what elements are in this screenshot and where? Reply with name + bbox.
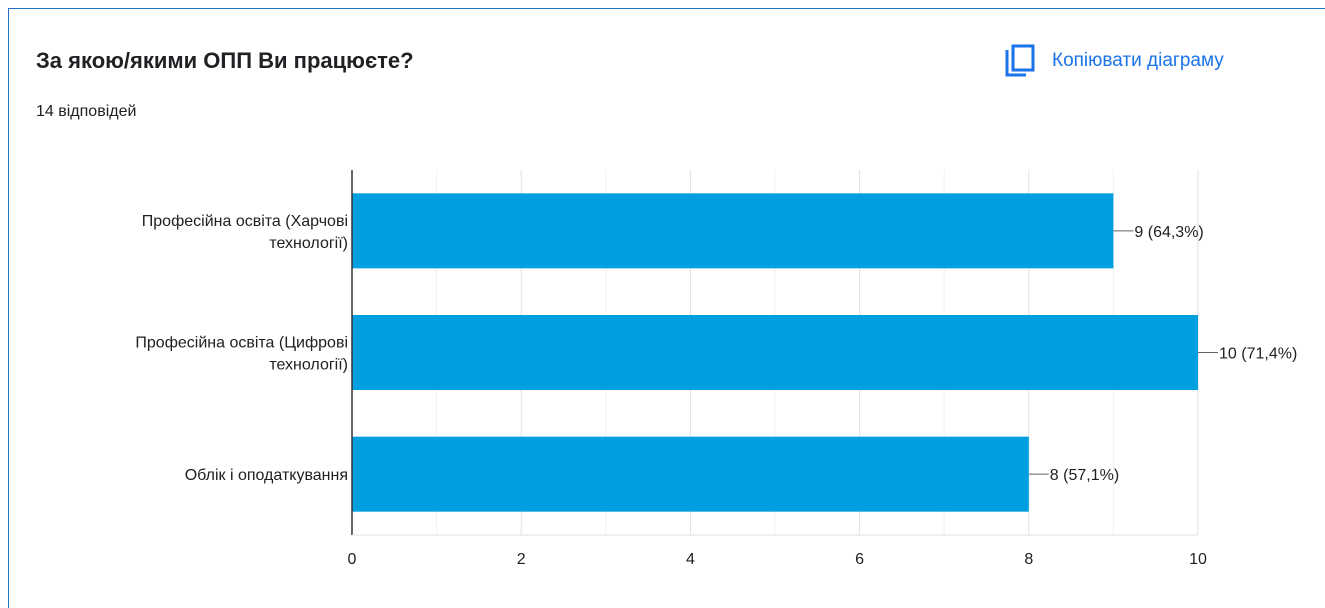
bar-chart: 9 (64,3%) Професійна освіта (Харчові техно… [135,170,1297,568]
category-label: Облік і оподаткування [185,467,348,484]
category-label: технології) [269,235,348,252]
x-tick-label: 8 [1024,551,1033,568]
bar [352,436,1029,512]
response-count: 14 відповідей [36,103,137,120]
x-tick-label: 6 [855,551,864,568]
bar [352,193,1114,269]
x-tick-label: 2 [517,551,526,568]
copy-icon [1004,44,1036,78]
data-label: 10 (71,4%) [1219,346,1297,363]
data-label: 8 (57,1%) [1050,467,1119,484]
x-tick-label: 0 [348,551,357,568]
data-label: 9 (64,3%) [1134,224,1203,241]
category-label: Професійна освіта (Харчові [142,213,348,230]
x-tick-label: 10 [1189,551,1207,568]
question-title: За якою/якими ОПП Ви працюєте? [36,48,414,73]
bar [352,315,1198,390]
category-label: технології) [269,357,348,374]
copy-chart-label: Копіювати діаграму [1052,50,1224,71]
copy-chart-button[interactable]: Копіювати діаграму [1004,42,1224,80]
x-tick-label: 4 [686,551,695,568]
category-label: Професійна освіта (Цифрові [135,335,348,352]
